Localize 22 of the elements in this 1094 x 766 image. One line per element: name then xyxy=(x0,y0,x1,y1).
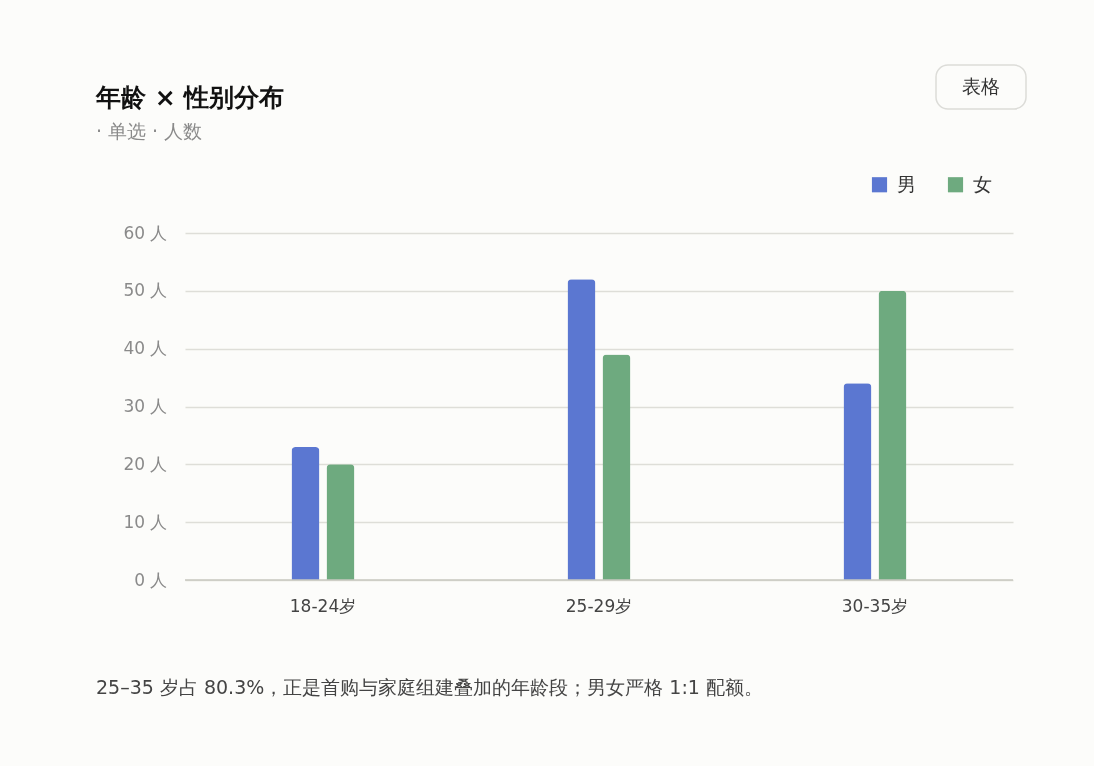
y-tick-label: 0 人 xyxy=(134,569,168,590)
bar xyxy=(567,279,596,580)
bar xyxy=(602,354,631,580)
text: 表格 xyxy=(962,75,1000,97)
bar xyxy=(878,290,907,580)
bar xyxy=(843,383,872,580)
legend-label: 男 xyxy=(897,172,916,195)
bar xyxy=(326,464,355,580)
y-tick-label: 60 人 xyxy=(123,222,168,243)
y-tick-label: 10 人 xyxy=(123,511,168,532)
text: 25–35 岁占 80.3%，正是首购与家庭组建叠加的年龄段；男女严格 1:1 配额。 xyxy=(96,676,763,698)
chart-subtitle: · 单选 · 人数 xyxy=(96,120,203,143)
y-tick-label: 40 人 xyxy=(123,338,168,359)
y-tick-label: 50 人 xyxy=(123,280,168,301)
y-tick-label: 30 人 xyxy=(123,396,168,416)
legend-label: 女 xyxy=(973,172,992,195)
y-tick-label: 20 人 xyxy=(123,453,168,474)
bar xyxy=(291,446,320,580)
x-tick-label: 18-24岁 xyxy=(289,595,357,616)
chart-title: 年龄 × 性别分布 xyxy=(95,83,285,113)
x-tick-label: 30-35岁 xyxy=(841,595,909,616)
x-tick-label: 25-29岁 xyxy=(565,595,633,616)
